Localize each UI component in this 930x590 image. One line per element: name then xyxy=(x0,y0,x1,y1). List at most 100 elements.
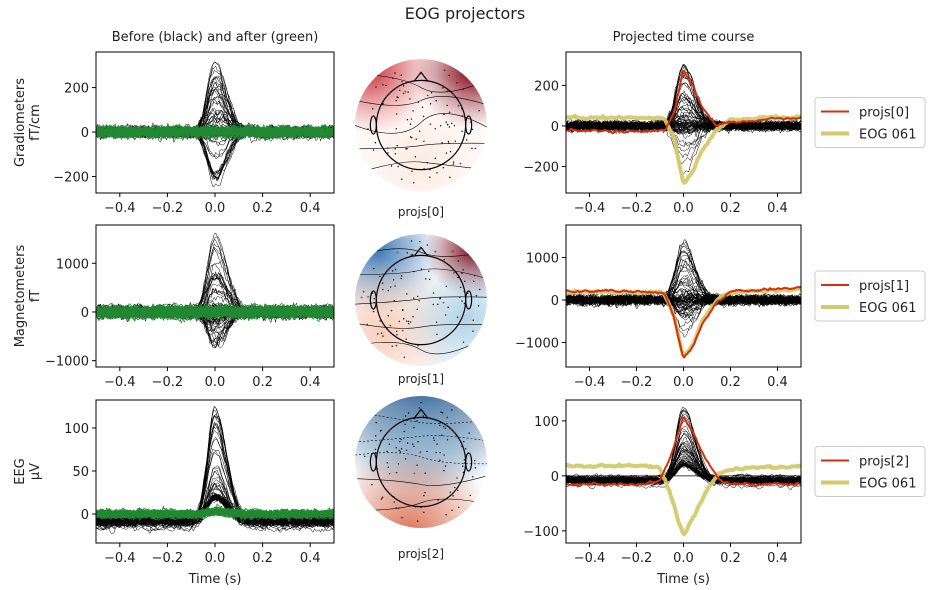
sensor-dot xyxy=(443,469,445,472)
sensor-dot xyxy=(462,88,465,90)
sensor-dot xyxy=(437,303,439,305)
sensor-dot xyxy=(434,128,436,130)
before-trace xyxy=(566,82,801,133)
sensor-dot xyxy=(440,411,442,413)
sensor-dot xyxy=(395,471,398,474)
sensor-dot xyxy=(415,138,417,140)
sensor-dot xyxy=(443,425,445,428)
y-tick-label: 100 xyxy=(64,422,89,437)
sensor-dot xyxy=(435,321,438,323)
x-tick-label: −0.2 xyxy=(152,201,184,216)
sensor-dot xyxy=(406,442,409,444)
sensor-dot xyxy=(462,341,465,343)
sensor-dot xyxy=(387,315,389,317)
y-axis-label: fT xyxy=(28,290,43,303)
y-tick-label: 0 xyxy=(551,294,559,309)
sensor-dot xyxy=(413,472,416,475)
sensor-dot xyxy=(417,441,419,443)
sensor-dot xyxy=(475,294,478,297)
sensor-dot xyxy=(402,92,405,94)
sensor-dot xyxy=(436,333,438,335)
plot-panels: −0.4 −0.2 0.0 0.2 0.4 200 0 −200 Before (black) … xyxy=(13,30,926,587)
before-trace xyxy=(566,117,801,132)
sensor-dot xyxy=(395,507,398,509)
sensor-dot xyxy=(417,345,419,347)
x-tick-label: 0.2 xyxy=(720,551,741,566)
sensor-dot xyxy=(456,477,458,479)
sensor-dot xyxy=(406,320,408,322)
sensor-dot xyxy=(371,484,373,486)
x-tick-label: 0.2 xyxy=(252,201,273,216)
sensor-dot xyxy=(379,320,381,322)
sensor-dot xyxy=(420,268,422,270)
before-trace xyxy=(566,64,801,131)
x-tick-label: −0.4 xyxy=(104,201,136,216)
sensor-dot xyxy=(374,448,377,451)
after-trace xyxy=(96,507,334,518)
eog-trace xyxy=(566,462,801,537)
x-tick-label: −0.2 xyxy=(621,551,653,566)
sensor-dot xyxy=(417,295,419,298)
x-tick-label: 0.4 xyxy=(767,551,788,566)
traces xyxy=(566,63,801,185)
before-trace xyxy=(566,442,801,485)
sensor-dot xyxy=(411,443,414,445)
sensor-dot xyxy=(374,452,377,454)
legend-label: EOG 061 xyxy=(859,128,916,143)
sensor-dot xyxy=(461,130,463,133)
sensor-dot xyxy=(409,136,412,138)
y-tick-label: −1000 xyxy=(515,337,559,352)
sensor-dot xyxy=(420,402,422,404)
sensor-dot xyxy=(451,122,453,125)
sensor-dot xyxy=(424,491,426,494)
after-trace xyxy=(96,125,334,139)
x-tick-label: 0.2 xyxy=(720,201,741,216)
sensor-dot xyxy=(366,323,368,326)
sensor-dot xyxy=(439,125,442,127)
sensor-dot xyxy=(423,511,425,513)
sensor-dot xyxy=(398,449,400,452)
sensor-dot xyxy=(433,437,435,439)
sensor-dot xyxy=(388,472,391,475)
after-trace xyxy=(96,507,334,519)
sensor-dot xyxy=(467,292,469,294)
panel-left-grad: −0.4 −0.2 0.0 0.2 0.4 200 0 −200 Before (black) … xyxy=(13,30,335,216)
sensor-dot xyxy=(407,91,409,93)
sensor-dot xyxy=(396,144,398,147)
x-tick-label: 0.4 xyxy=(300,201,321,216)
axes-title: Before (black) and after (green) xyxy=(112,30,319,45)
sensor-dot xyxy=(419,240,421,243)
traces xyxy=(566,406,801,537)
sensor-dot xyxy=(437,499,439,501)
sensor-dot xyxy=(457,276,459,279)
sensor-dot xyxy=(462,465,464,467)
sensor-dot xyxy=(430,91,433,94)
sensor-dot xyxy=(426,244,428,246)
sensor-dot xyxy=(442,301,445,304)
contour-line xyxy=(355,498,487,511)
field-blob xyxy=(355,59,487,191)
y-axis-label: Magnetometers xyxy=(13,244,28,347)
sensor-dot xyxy=(401,516,403,519)
sensor-dot xyxy=(454,486,456,489)
sensor-dot xyxy=(426,450,428,453)
sensor-dot xyxy=(411,136,413,139)
topomap-0: projs[0] xyxy=(355,59,487,219)
right-ear xyxy=(465,452,473,472)
x-tick-label: −0.4 xyxy=(574,551,606,566)
before-trace xyxy=(566,250,801,306)
x-tick-label: −0.4 xyxy=(104,375,136,390)
x-tick-label: 0.0 xyxy=(673,551,694,566)
sensor-dot xyxy=(463,302,466,305)
sensor-dot xyxy=(461,300,463,302)
before-trace xyxy=(566,280,801,305)
sensor-dot xyxy=(445,121,447,123)
sensor-dot xyxy=(457,489,459,491)
sensor-dot xyxy=(477,305,480,307)
sensor-dot xyxy=(380,332,383,334)
sensor-dot xyxy=(387,147,389,149)
legend-label: projs[2] xyxy=(859,455,909,470)
topomap-label: projs[1] xyxy=(398,372,444,386)
sensor-dot xyxy=(375,435,377,437)
sensor-dot xyxy=(377,333,379,335)
